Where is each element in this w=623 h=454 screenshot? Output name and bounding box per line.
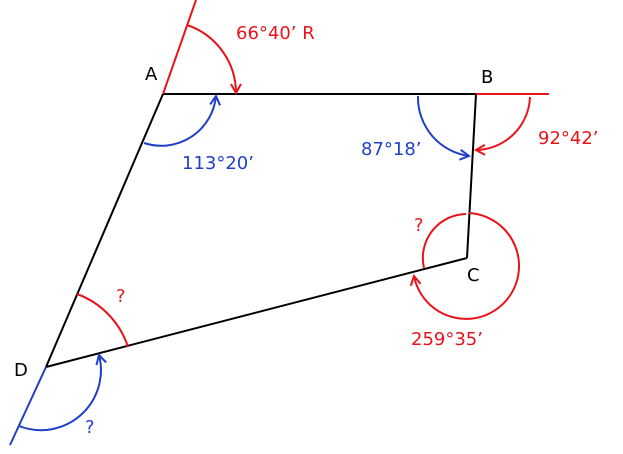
angle-label-d-interior: ?	[116, 286, 126, 307]
angle-label-b-deflection: 92°42’	[538, 128, 599, 149]
angle-label-d-deflection: ?	[85, 417, 95, 438]
angle-arc-a-deflection	[187, 25, 236, 93]
vertex-label-a: A	[145, 64, 158, 85]
edge-c-d	[46, 258, 467, 367]
angle-arc-b-deflection	[476, 97, 530, 150]
angle-label-a-deflection: 66°40’ R	[236, 23, 315, 44]
vertex-label-c: C	[467, 265, 480, 286]
angle-label-c-interior: ?	[414, 215, 424, 236]
edge-b-c	[467, 94, 476, 258]
angle-label-c-exterior: 259°35’	[411, 329, 483, 350]
angle-label-b-interior: 87°18’	[361, 139, 422, 160]
vertex-label-d: D	[14, 360, 28, 381]
edge-d-a	[46, 94, 163, 367]
angle-arc-a-interior	[144, 96, 216, 146]
angle-label-a-interior: 113°20’	[182, 153, 254, 174]
vertex-label-b: B	[481, 67, 493, 88]
prolongation-line-a	[163, 0, 196, 94]
angle-arc-b-interior	[418, 96, 469, 156]
